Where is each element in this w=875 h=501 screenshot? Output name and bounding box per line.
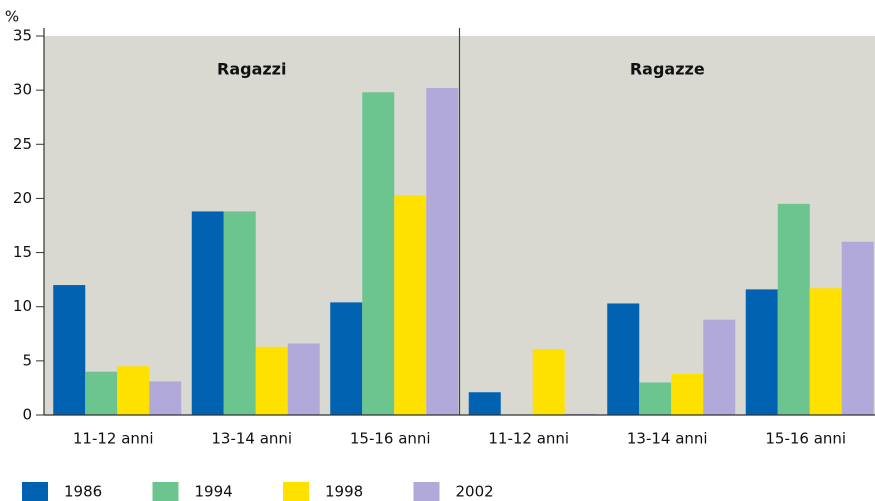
bar [809, 288, 842, 415]
bar [426, 87, 459, 415]
y-tick-label: 25 [13, 135, 32, 153]
bar [394, 195, 427, 415]
x-tick-label: 13-14 anni [627, 430, 708, 448]
bar [149, 381, 182, 415]
legend-swatch [22, 482, 48, 501]
panel-label: Ragazze [630, 60, 705, 79]
bar [191, 211, 224, 415]
legend-label: 2002 [456, 483, 494, 501]
y-axis-label: % [5, 8, 19, 26]
bar [745, 289, 778, 415]
bar [639, 382, 672, 415]
x-tick-label: 11-12 anni [488, 430, 569, 448]
y-tick-label: 10 [13, 297, 32, 315]
x-tick-label: 15-16 anni [765, 430, 846, 448]
legend-swatch [152, 482, 179, 501]
x-tick-label: 15-16 anni [350, 430, 431, 448]
legend-label: 1994 [195, 483, 233, 501]
y-tick-label: 5 [22, 351, 32, 369]
bar [255, 346, 288, 415]
x-tick-label: 11-12 anni [73, 430, 154, 448]
bar [671, 373, 704, 415]
bar [777, 203, 810, 415]
bar [287, 343, 320, 415]
y-tick-label: 15 [13, 243, 32, 261]
y-tick-label: 30 [13, 81, 32, 99]
bar [468, 392, 501, 415]
panel-label: Ragazzi [217, 60, 286, 79]
x-tick-label: 13-14 anni [211, 430, 292, 448]
bar [330, 302, 363, 415]
y-tick-label: 20 [13, 189, 32, 207]
legend-label: 1998 [325, 483, 363, 501]
bar [223, 211, 256, 415]
legend-swatch [283, 482, 309, 501]
legend-swatch [413, 482, 440, 501]
bar [362, 92, 395, 416]
bar [532, 348, 565, 415]
legend-label: 1986 [64, 483, 102, 501]
y-tick-label: 35 [13, 27, 32, 45]
bar [85, 371, 118, 415]
y-tick-label: 0 [22, 406, 32, 424]
bar [117, 366, 150, 415]
bar [703, 319, 736, 415]
bar [607, 303, 640, 415]
bar [53, 285, 86, 415]
bar [841, 241, 874, 415]
